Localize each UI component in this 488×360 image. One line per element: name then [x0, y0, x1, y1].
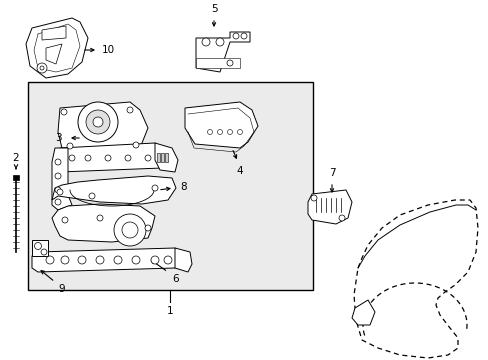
Polygon shape — [32, 240, 48, 256]
Circle shape — [114, 256, 122, 264]
Circle shape — [202, 38, 209, 46]
Circle shape — [55, 173, 61, 179]
Circle shape — [133, 142, 139, 148]
Polygon shape — [52, 176, 176, 204]
Circle shape — [145, 225, 151, 231]
Polygon shape — [307, 190, 351, 224]
Text: 6: 6 — [172, 274, 178, 284]
Circle shape — [227, 130, 232, 135]
Polygon shape — [351, 300, 374, 325]
Circle shape — [89, 193, 95, 199]
Circle shape — [55, 159, 61, 165]
Polygon shape — [52, 148, 72, 210]
Circle shape — [232, 33, 239, 39]
Polygon shape — [157, 153, 160, 162]
Circle shape — [62, 217, 68, 223]
Circle shape — [86, 110, 110, 134]
Circle shape — [61, 109, 67, 115]
Circle shape — [61, 256, 69, 264]
Text: 1: 1 — [166, 306, 173, 316]
Circle shape — [132, 256, 140, 264]
Circle shape — [46, 256, 54, 264]
Circle shape — [96, 256, 104, 264]
Circle shape — [67, 143, 73, 149]
Polygon shape — [32, 248, 178, 272]
Polygon shape — [155, 143, 178, 172]
Circle shape — [216, 38, 224, 46]
Circle shape — [145, 155, 151, 161]
Polygon shape — [26, 18, 88, 78]
Circle shape — [78, 256, 86, 264]
Circle shape — [310, 195, 316, 201]
Text: 9: 9 — [58, 284, 64, 294]
Text: 7: 7 — [328, 168, 335, 178]
Polygon shape — [196, 58, 240, 68]
Polygon shape — [42, 26, 66, 40]
Circle shape — [127, 107, 133, 113]
Circle shape — [105, 155, 111, 161]
Circle shape — [125, 155, 131, 161]
Polygon shape — [55, 143, 172, 172]
Circle shape — [207, 130, 212, 135]
Circle shape — [217, 130, 222, 135]
Text: 10: 10 — [102, 45, 115, 55]
Circle shape — [55, 187, 61, 193]
Text: 5: 5 — [210, 4, 217, 14]
Circle shape — [151, 256, 159, 264]
Polygon shape — [175, 248, 192, 272]
Polygon shape — [184, 102, 258, 148]
Circle shape — [241, 33, 246, 39]
Circle shape — [57, 189, 63, 195]
Circle shape — [41, 249, 47, 255]
Polygon shape — [58, 102, 148, 152]
Text: 3: 3 — [55, 133, 62, 143]
Circle shape — [163, 256, 172, 264]
Circle shape — [122, 222, 138, 238]
Text: 2: 2 — [13, 153, 19, 163]
Circle shape — [37, 63, 47, 73]
Circle shape — [338, 215, 345, 221]
Polygon shape — [196, 32, 249, 72]
Polygon shape — [46, 44, 62, 64]
Circle shape — [93, 117, 103, 127]
Circle shape — [78, 102, 118, 142]
Polygon shape — [13, 175, 19, 180]
Polygon shape — [52, 204, 155, 242]
Circle shape — [35, 243, 41, 249]
Circle shape — [55, 199, 61, 205]
Circle shape — [226, 60, 232, 66]
Text: 4: 4 — [236, 166, 243, 176]
Circle shape — [85, 155, 91, 161]
Polygon shape — [164, 153, 168, 162]
Text: 8: 8 — [180, 182, 186, 192]
Circle shape — [237, 130, 242, 135]
Circle shape — [69, 155, 75, 161]
Polygon shape — [161, 153, 163, 162]
Bar — [28, 82, 312, 290]
Circle shape — [114, 214, 146, 246]
Circle shape — [152, 185, 158, 191]
Circle shape — [97, 215, 103, 221]
Circle shape — [40, 66, 44, 70]
